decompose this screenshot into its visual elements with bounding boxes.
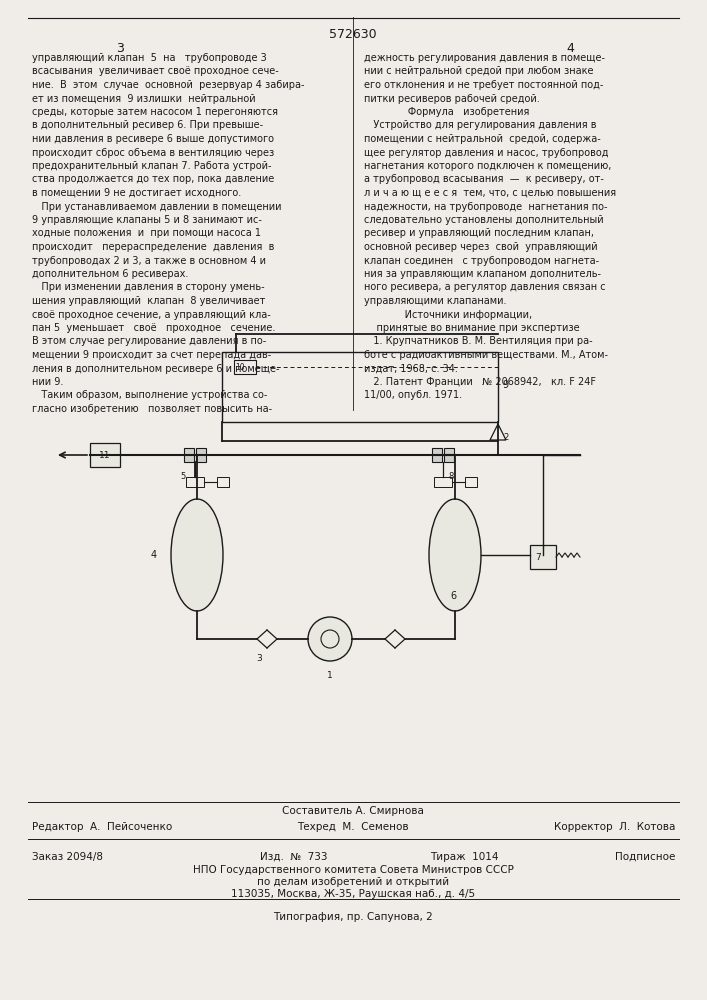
Text: Заказ 2094/8: Заказ 2094/8: [32, 852, 103, 862]
Text: Составитель А. Смирнова: Составитель А. Смирнова: [282, 806, 424, 816]
Text: дежность регулирования давления в помеще-: дежность регулирования давления в помеще…: [364, 53, 605, 63]
Text: шения управляющий  клапан  8 увеличивает: шения управляющий клапан 8 увеличивает: [32, 296, 265, 306]
Bar: [90, 443, 120, 467]
Text: 8: 8: [448, 472, 454, 481]
Text: нии с нейтральной средой при любом знаке: нии с нейтральной средой при любом знаке: [364, 66, 593, 77]
Text: надежности, на трубопроводе  нагнетания по-: надежности, на трубопроводе нагнетания п…: [364, 202, 607, 212]
Text: происходит   перераспределение  давления  в: происходит перераспределение давления в: [32, 242, 274, 252]
Text: 3: 3: [256, 654, 262, 663]
Bar: [184, 448, 194, 462]
Text: 4: 4: [151, 550, 157, 560]
Text: пан 5  уменьшает   своё   проходное   сечение.: пан 5 уменьшает своё проходное сечение.: [32, 323, 275, 333]
Text: нагнетания которого подключен к помещению,: нагнетания которого подключен к помещени…: [364, 161, 612, 171]
Text: 11: 11: [99, 450, 111, 460]
Bar: [234, 360, 256, 374]
Text: 9 управляющие клапаны 5 и 8 занимают ис-: 9 управляющие клапаны 5 и 8 занимают ис-: [32, 215, 262, 225]
Bar: [465, 477, 477, 487]
Text: питки ресиверов рабочей средой.: питки ресиверов рабочей средой.: [364, 94, 539, 104]
Text: боте с радиоактивными веществами. М., Атом-: боте с радиоактивными веществами. М., Ат…: [364, 350, 608, 360]
Text: При устанавливаемом давлении в помещении: При устанавливаемом давлении в помещении: [32, 202, 281, 212]
Text: 1. Крупчатников В. М. Вентиляция при ра-: 1. Крупчатников В. М. Вентиляция при ра-: [364, 336, 592, 347]
Text: ние.  В  этом  случае  основной  резервуар 4 забира-: ние. В этом случае основной резервуар 4 …: [32, 80, 305, 90]
Text: 2: 2: [503, 432, 508, 442]
Text: управляющими клапанами.: управляющими клапанами.: [364, 296, 506, 306]
Text: Формула   изобретения: Формула изобретения: [364, 107, 530, 117]
Text: следовательно установлены дополнительный: следовательно установлены дополнительный: [364, 215, 604, 225]
Text: Типография, пр. Сапунова, 2: Типография, пр. Сапунова, 2: [273, 912, 433, 922]
Text: ет из помещения  9 излишки  нейтральной: ет из помещения 9 излишки нейтральной: [32, 94, 256, 104]
Text: Устройство для регулирования давления в: Устройство для регулирования давления в: [364, 120, 597, 130]
Text: 3: 3: [116, 42, 124, 55]
Bar: [444, 448, 454, 462]
Text: ния за управляющим клапаном дополнитель-: ния за управляющим клапаном дополнитель-: [364, 269, 601, 279]
Text: нии давления в ресивере 6 выше допустимого: нии давления в ресивере 6 выше допустимо…: [32, 134, 274, 144]
Text: а трубопровод всасывания  —  к ресиверу, от-: а трубопровод всасывания — к ресиверу, о…: [364, 174, 604, 184]
Text: 10: 10: [235, 362, 245, 371]
Text: 2. Патент Франции   № 2068942,   кл. F 24F: 2. Патент Франции № 2068942, кл. F 24F: [364, 377, 596, 387]
Text: 9: 9: [502, 380, 508, 390]
Text: щее регулятор давления и насос, трубопровод: щее регулятор давления и насос, трубопро…: [364, 147, 609, 157]
Text: 7: 7: [535, 552, 541, 562]
Text: гласно изобретению   позволяет повысить на-: гласно изобретению позволяет повысить на…: [32, 404, 272, 414]
Text: всасывания  увеличивает своё проходное сече-: всасывания увеличивает своё проходное се…: [32, 66, 279, 77]
Bar: [530, 545, 556, 569]
Text: в помещении 9 не достигает исходного.: в помещении 9 не достигает исходного.: [32, 188, 241, 198]
Bar: [196, 448, 206, 462]
Text: Подписное: Подписное: [614, 852, 675, 862]
Text: мещении 9 происходит за счет перепада дав-: мещении 9 происходит за счет перепада да…: [32, 350, 271, 360]
Text: клапан соединен   с трубопроводом нагнета-: клапан соединен с трубопроводом нагнета-: [364, 255, 599, 265]
Text: 1: 1: [327, 671, 333, 680]
Bar: [432, 448, 442, 462]
Circle shape: [308, 617, 352, 661]
Text: 11/00, опубл. 1971.: 11/00, опубл. 1971.: [364, 390, 462, 400]
Text: по делам изобретений и открытий: по делам изобретений и открытий: [257, 877, 449, 887]
Text: 6: 6: [450, 591, 456, 601]
Text: среды, которые затем насосом 1 перегоняются: среды, которые затем насосом 1 перегоняю…: [32, 107, 278, 117]
Text: Корректор  Л.  Котова: Корректор Л. Котова: [554, 822, 675, 832]
Text: В этом случае регулирование давления в по-: В этом случае регулирование давления в п…: [32, 336, 267, 347]
Bar: [434, 477, 452, 487]
Text: дополнительном 6 ресиверах.: дополнительном 6 ресиверах.: [32, 269, 188, 279]
Text: НПО Государственного комитета Совета Министров СССР: НПО Государственного комитета Совета Мин…: [192, 865, 513, 875]
Text: 4: 4: [566, 42, 574, 55]
Text: Источники информации,: Источники информации,: [364, 310, 532, 320]
Text: Изд.  №  733: Изд. № 733: [260, 852, 327, 862]
Text: Таким образом, выполнение устройства со-: Таким образом, выполнение устройства со-: [32, 390, 267, 400]
Text: ства продолжается до тех пор, пока давление: ства продолжается до тех пор, пока давле…: [32, 174, 274, 184]
Text: трубопроводах 2 и 3, а также в основном 4 и: трубопроводах 2 и 3, а также в основном …: [32, 255, 266, 265]
Text: основной ресивер через  свой  управляющий: основной ресивер через свой управляющий: [364, 242, 597, 252]
Text: ходные положения  и  при помощи насоса 1: ходные положения и при помощи насоса 1: [32, 229, 261, 238]
Text: помещении с нейтральной  средой, содержа-: помещении с нейтральной средой, содержа-: [364, 134, 601, 144]
Text: происходит сброс объема в вентиляцию через: происходит сброс объема в вентиляцию чер…: [32, 147, 274, 157]
Text: нии 9.: нии 9.: [32, 377, 64, 387]
Text: При изменении давления в сторону умень-: При изменении давления в сторону умень-: [32, 282, 264, 292]
Text: своё проходное сечение, а управляющий кла-: своё проходное сечение, а управляющий кл…: [32, 310, 271, 320]
Text: ресивер и управляющий последним клапан,: ресивер и управляющий последним клапан,: [364, 229, 594, 238]
Bar: [217, 477, 229, 487]
Text: 113035, Москва, Ж-35, Раушская наб., д. 4/5: 113035, Москва, Ж-35, Раушская наб., д. …: [231, 889, 475, 899]
Text: Редактор  А.  Пейсоченко: Редактор А. Пейсоченко: [32, 822, 173, 832]
Text: его отклонения и не требует постоянной под-: его отклонения и не требует постоянной п…: [364, 80, 603, 90]
Text: ного ресивера, а регулятор давления связан с: ного ресивера, а регулятор давления связ…: [364, 282, 606, 292]
Text: в дополнительный ресивер 6. При превыше-: в дополнительный ресивер 6. При превыше-: [32, 120, 263, 130]
Text: Техред  М.  Семенов: Техред М. Семенов: [297, 822, 409, 832]
Text: предохранительный клапан 7. Работа устрой-: предохранительный клапан 7. Работа устро…: [32, 161, 271, 171]
Ellipse shape: [429, 499, 481, 611]
Text: л и ч а ю щ е е с я  тем, что, с целью повышения: л и ч а ю щ е е с я тем, что, с целью по…: [364, 188, 616, 198]
Text: издат, 1968, с. 34.: издат, 1968, с. 34.: [364, 363, 458, 373]
Text: Тираж  1014: Тираж 1014: [430, 852, 498, 862]
Text: ления в дополнительном ресивере 6 и помеще-: ления в дополнительном ресивере 6 и поме…: [32, 363, 279, 373]
Text: управляющий клапан  5  на   трубопроводе 3: управляющий клапан 5 на трубопроводе 3: [32, 53, 267, 63]
Ellipse shape: [171, 499, 223, 611]
Bar: [186, 477, 204, 487]
Text: 572630: 572630: [329, 28, 377, 41]
Text: 5: 5: [180, 472, 186, 481]
Text: принятые во внимание при экспертизе: принятые во внимание при экспертизе: [364, 323, 580, 333]
